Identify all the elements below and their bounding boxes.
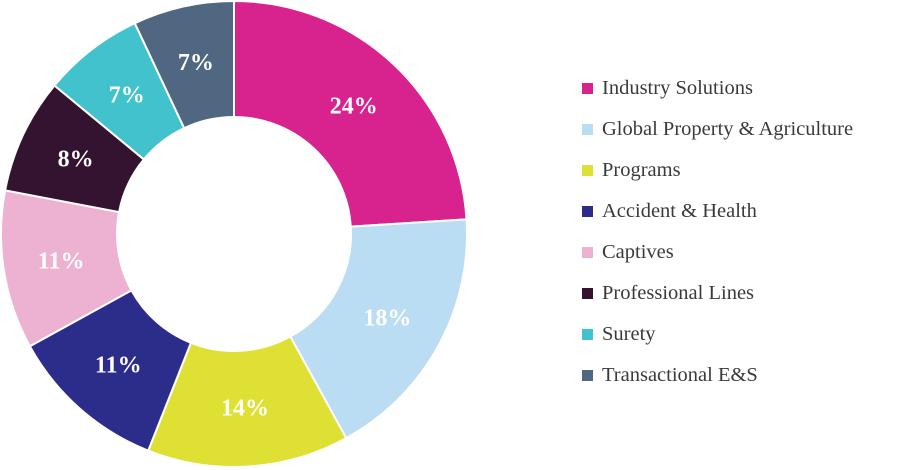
chart-legend: Industry Solutions Global Property & Agri… — [582, 68, 853, 396]
legend-swatch — [582, 247, 593, 258]
legend-label: Global Property & Agriculture — [602, 118, 854, 140]
legend-swatch — [582, 288, 593, 299]
donut-slice-0 — [233, 0, 468, 228]
legend-label: Industry Solutions — [602, 77, 753, 99]
legend-label: Programs — [602, 159, 681, 181]
legend-swatch — [582, 329, 593, 340]
legend-item-5: Professional Lines — [582, 273, 853, 314]
legend-item-3: Accident & Health — [582, 191, 853, 232]
legend-label: Surety — [602, 323, 656, 345]
legend-item-2: Programs — [582, 150, 853, 191]
legend-swatch — [582, 206, 593, 217]
legend-label: Professional Lines — [602, 282, 755, 304]
donut-slice-2 — [146, 335, 348, 468]
slice-percent-label-5: 8% — [58, 146, 94, 172]
legend-item-0: Industry Solutions — [582, 68, 853, 109]
legend-swatch — [582, 370, 593, 381]
slice-percent-label-0: 24% — [330, 93, 378, 119]
slice-percent-label-7: 7% — [178, 50, 214, 76]
legend-item-7: Transactional E&S — [582, 355, 853, 396]
legend-swatch — [582, 124, 593, 135]
legend-label: Transactional E&S — [602, 364, 758, 386]
slice-percent-label-1: 18% — [363, 305, 411, 331]
donut-slices — [0, 0, 468, 468]
legend-label: Captives — [602, 241, 674, 263]
donut-slice-1 — [289, 218, 468, 440]
legend-item-6: Surety — [582, 314, 853, 355]
legend-swatch — [582, 83, 593, 94]
legend-item-1: Global Property & Agriculture — [582, 109, 853, 150]
legend-swatch — [582, 165, 593, 176]
donut-slice-7 — [133, 0, 235, 130]
slice-percent-label-6: 7% — [109, 83, 145, 109]
slice-percent-label-3: 11% — [95, 352, 142, 378]
slice-percent-label-2: 14% — [221, 396, 269, 422]
slice-percent-label-4: 11% — [38, 248, 85, 274]
legend-label: Accident & Health — [602, 200, 757, 222]
donut-slice-labels: 24% 18% 14% 11% 11% 8% 7% 7% — [38, 50, 412, 421]
legend-item-4: Captives — [582, 232, 853, 273]
